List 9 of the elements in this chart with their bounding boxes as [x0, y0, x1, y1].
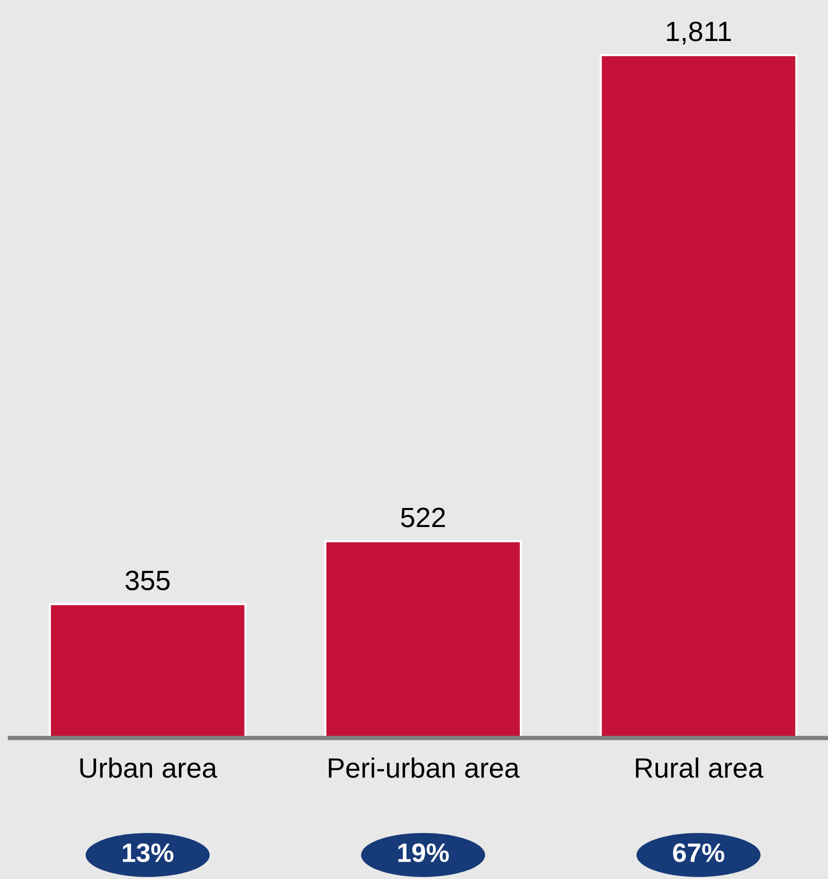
data-label: 522 [401, 508, 445, 528]
text: 13% [122, 843, 174, 862]
text: 19% [398, 843, 449, 862]
x-tick-label: Urban area [80, 757, 218, 778]
data-label: 355 [126, 570, 170, 590]
text: 67% [673, 843, 724, 862]
x-tick-label: Rural area [636, 757, 764, 778]
x-tick-label: Peri-urban area [328, 757, 520, 778]
data-label: 1,811 [666, 22, 731, 45]
